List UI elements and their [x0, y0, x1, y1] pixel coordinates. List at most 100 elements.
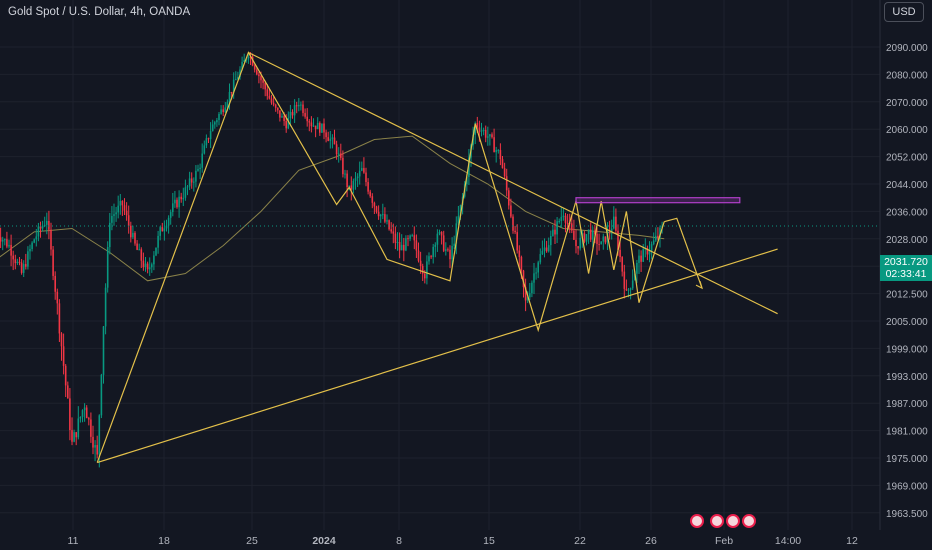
candle-body [358, 170, 361, 177]
price-tick-label: 1975.000 [886, 454, 928, 465]
candle-body [615, 216, 617, 231]
candle-body [73, 432, 75, 442]
candle-body [518, 250, 521, 257]
lower-trendline [97, 248, 778, 464]
candle-body [169, 212, 172, 218]
candle-body [148, 267, 151, 270]
drawings[interactable] [96, 51, 778, 464]
candle-body [600, 241, 602, 245]
candle-body [35, 236, 38, 240]
price-tick-label: 1993.000 [886, 372, 928, 383]
price-tick-label: 2052.000 [886, 153, 928, 164]
projection-arrowhead [695, 280, 703, 290]
candle-body [424, 273, 426, 279]
candle-body [382, 214, 384, 216]
candle-body [627, 289, 630, 291]
candle-body [235, 79, 237, 81]
candle-body [262, 80, 264, 83]
candle-body [480, 130, 483, 132]
candle-body [205, 138, 208, 146]
candle-body [363, 168, 365, 173]
candle-body [193, 181, 195, 183]
candle-body [583, 233, 586, 242]
candle-body [604, 236, 607, 243]
candle-body [33, 239, 35, 243]
candle-body [623, 271, 626, 289]
candle-body [447, 249, 449, 251]
candle-body [497, 150, 500, 152]
price-tick-label: 1981.000 [886, 427, 928, 438]
time-tick-label: 11 [68, 535, 79, 547]
candle-body [413, 235, 416, 241]
candle-body [102, 326, 105, 375]
event-flag-icon[interactable] [726, 514, 740, 528]
candle-body [436, 233, 439, 245]
candle-body [190, 178, 193, 183]
currency-button[interactable]: USD [884, 2, 924, 22]
price-tick-label: 2090.000 [886, 43, 928, 54]
candle-body [331, 137, 334, 139]
candle-body [83, 407, 86, 411]
event-flag-icon[interactable] [742, 514, 756, 528]
candle-body [487, 136, 489, 138]
event-flag-icon[interactable] [710, 514, 724, 528]
candle-body [50, 229, 52, 250]
candle-body [392, 231, 395, 234]
candle-body [453, 243, 455, 246]
candle-body [474, 123, 476, 135]
candle-body [484, 130, 487, 138]
candle-body [222, 109, 224, 113]
candle-body [514, 230, 516, 233]
candle-body [39, 226, 42, 229]
price-tick-label: 2044.000 [886, 180, 928, 191]
candle-body [18, 261, 21, 263]
candle-body [67, 385, 69, 399]
candle-body [367, 182, 369, 192]
candle-body [172, 203, 174, 213]
candle-body [167, 217, 170, 226]
candle-body [132, 232, 134, 238]
time-tick-label: 22 [574, 535, 586, 547]
candle-body [130, 225, 132, 238]
candle-body [333, 137, 336, 145]
candle-body [264, 82, 266, 90]
candle-body [398, 242, 401, 251]
price-tick-label: 2070.000 [886, 98, 928, 109]
candle-body [432, 246, 434, 258]
candle-body [438, 232, 441, 234]
candle-body [560, 216, 563, 222]
candle-body [541, 250, 544, 255]
candle-body [304, 113, 306, 117]
candle-body [421, 266, 424, 274]
candle-body [138, 249, 140, 251]
candle-body [1, 239, 4, 242]
candle-body [298, 104, 300, 107]
price-tick-label: 1999.000 [886, 344, 928, 355]
candle-body [491, 134, 493, 138]
candle-body [106, 247, 109, 288]
candle-body [287, 118, 290, 129]
candle-body [14, 259, 17, 264]
candle-body [180, 196, 182, 200]
candle-body [405, 238, 407, 251]
candle-body [69, 398, 71, 431]
candle-body [321, 123, 323, 133]
candle-body [323, 123, 325, 133]
bar-countdown: 02:33:41 [885, 268, 927, 280]
time-tick-label: Feb [715, 535, 733, 547]
candle-body [203, 145, 206, 154]
candle-body [43, 224, 46, 226]
candle-body [411, 235, 413, 237]
candle-body [638, 255, 640, 263]
candle-body [182, 197, 185, 200]
time-axis[interactable]: 11 18 25 2024 8 15 22 26 Feb 14:00 12 [68, 535, 858, 547]
event-flag-icon[interactable] [690, 514, 704, 528]
candle-body [415, 240, 418, 251]
candle-body [455, 223, 458, 244]
price-tick-label: 2012.500 [886, 290, 928, 301]
candle-body [125, 210, 128, 216]
candle-body [226, 102, 229, 108]
candle-body [550, 235, 552, 246]
candle-body [648, 250, 651, 255]
